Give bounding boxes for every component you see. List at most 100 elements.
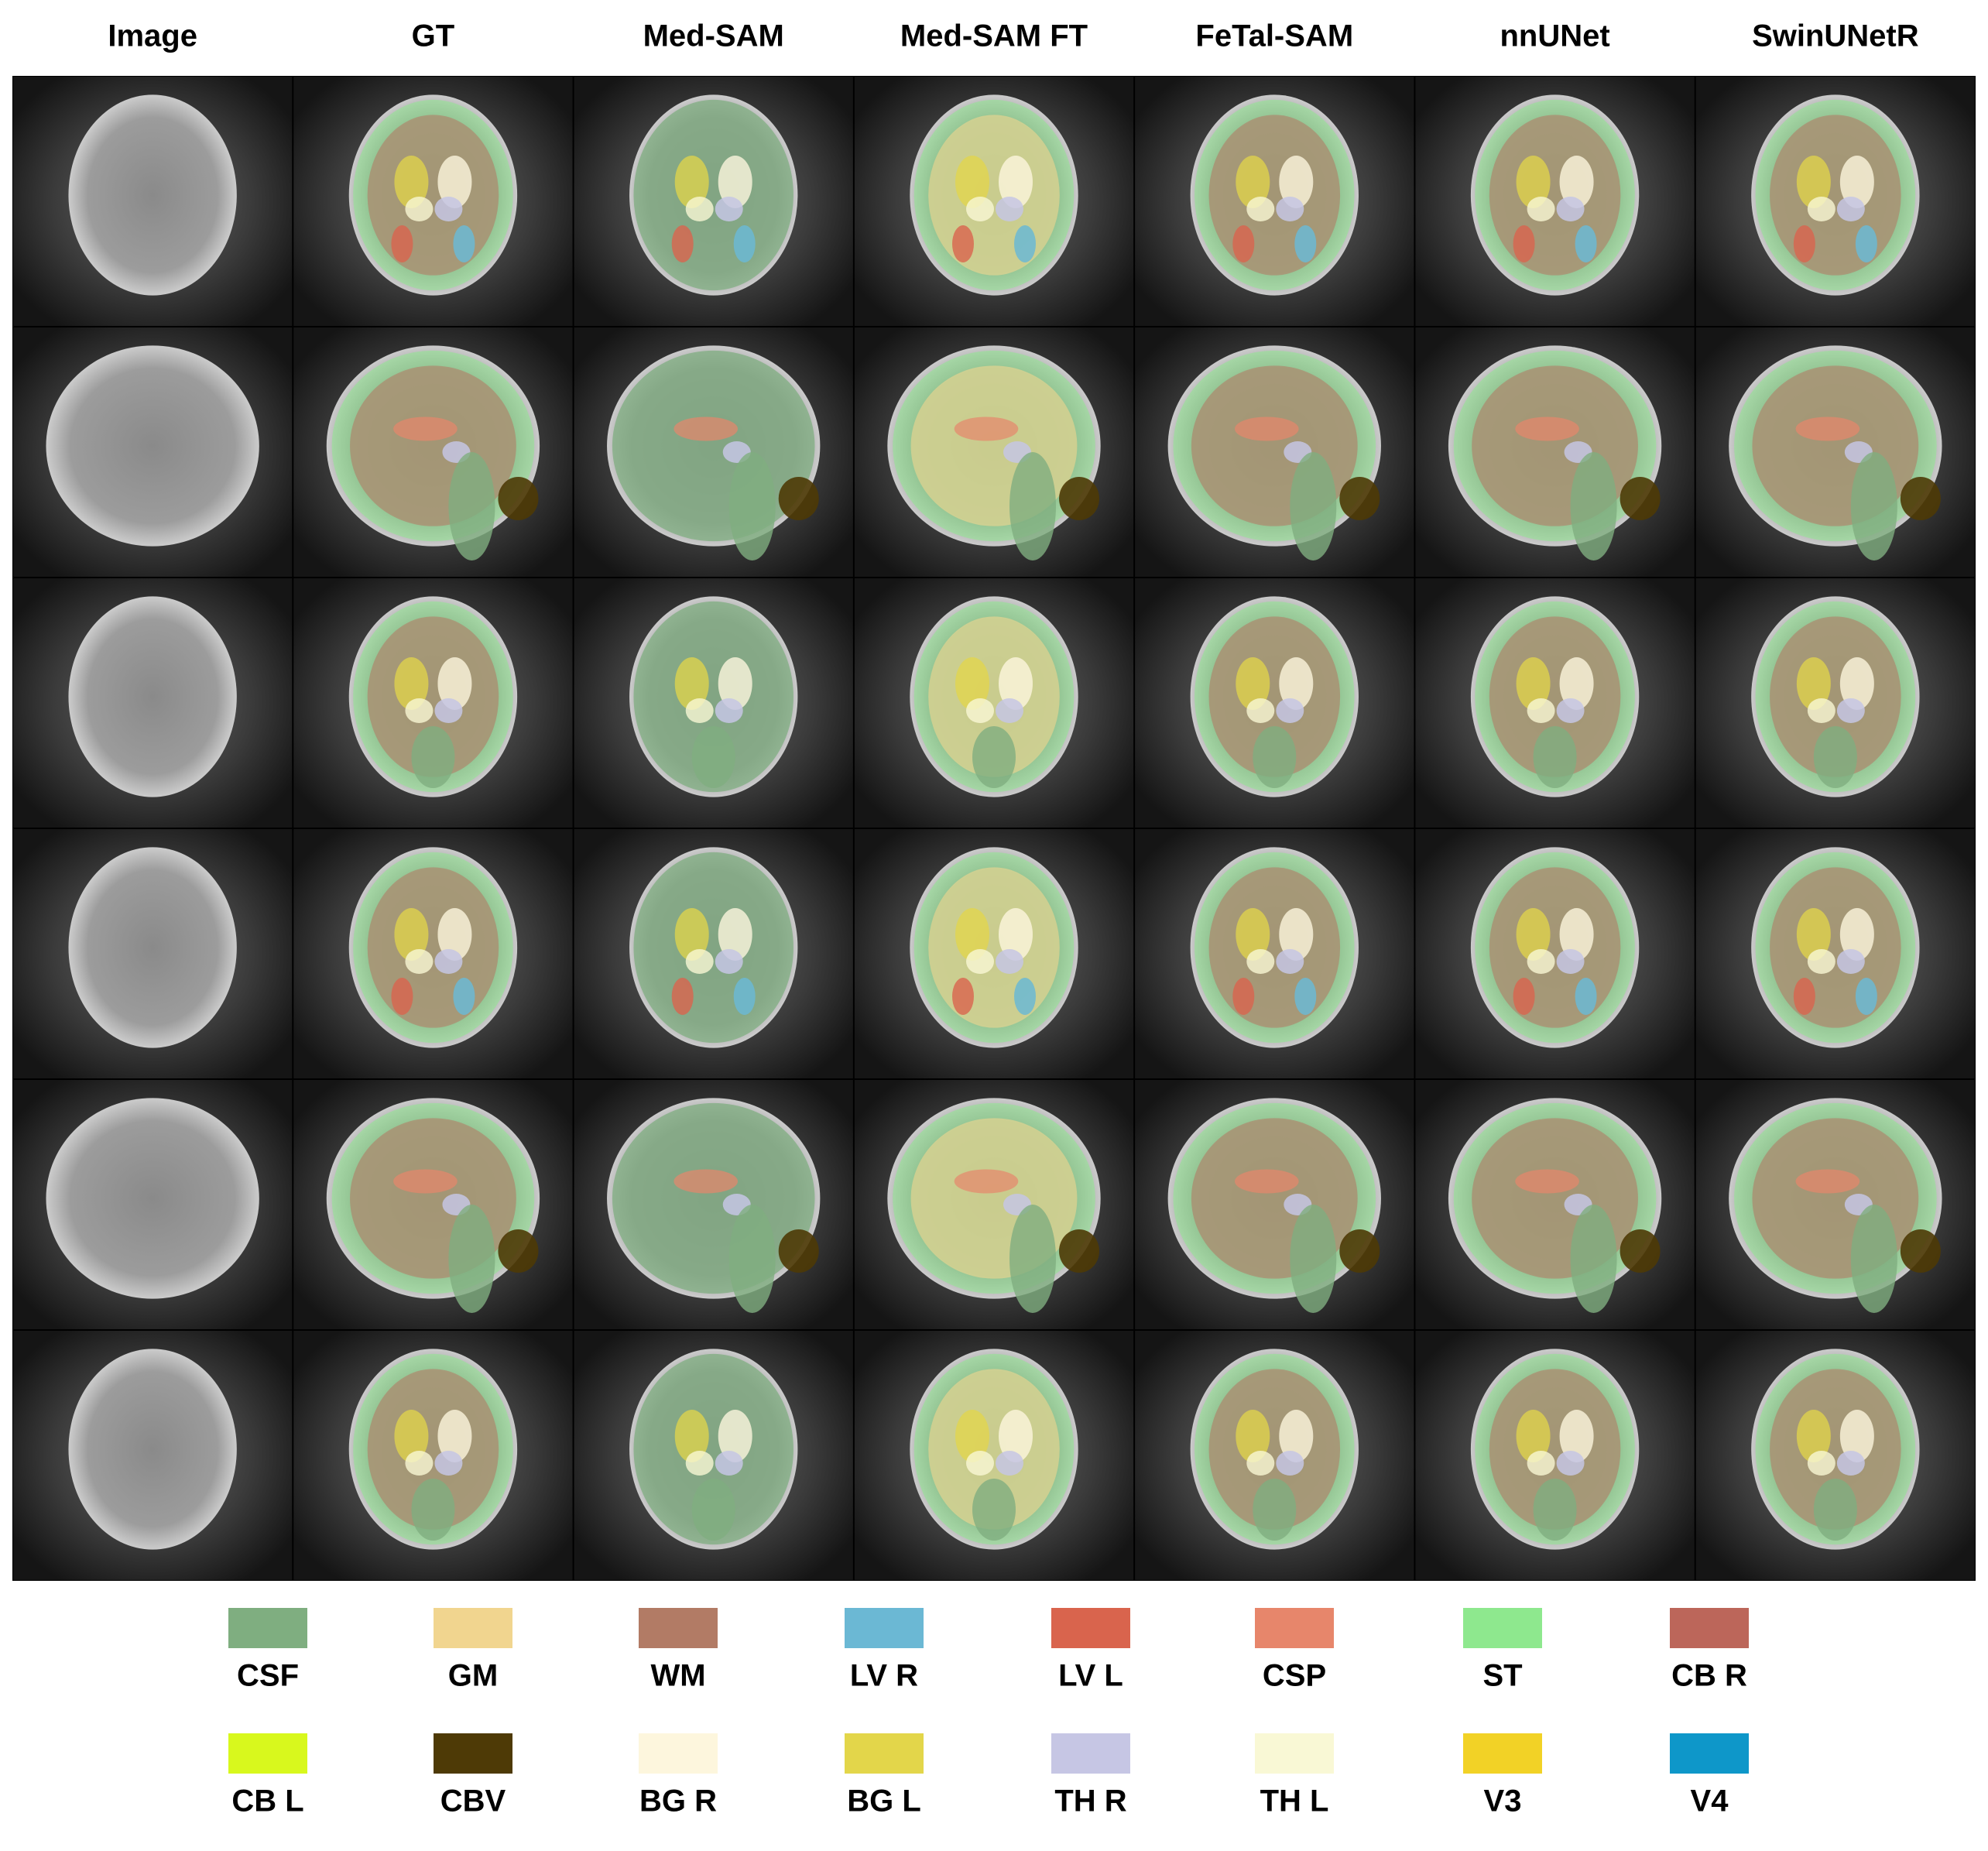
seg-th-r [1836, 197, 1865, 221]
legend-label: CB L [231, 1784, 303, 1818]
seg-st [1850, 452, 1897, 560]
seg-gm [1208, 1369, 1341, 1530]
seg-bg-r [1839, 156, 1874, 208]
seg-th-l [1246, 949, 1275, 974]
seg-th-l [1246, 197, 1275, 221]
seg-cbv [498, 1229, 539, 1273]
seg-lv-l [1793, 225, 1815, 262]
seg-st [1290, 1205, 1337, 1313]
mri-slice [293, 327, 573, 577]
column-header: FeTal-SAM [1195, 19, 1353, 53]
seg-st [1813, 1479, 1857, 1541]
seg-bg-r [999, 908, 1033, 961]
seg-bg-r [1559, 1410, 1594, 1462]
seg-lv-r [1855, 978, 1877, 1015]
seg-gm [1208, 867, 1341, 1028]
seg-th-l [405, 698, 434, 723]
mri-slice [13, 327, 293, 577]
legend-label: V4 [1691, 1784, 1729, 1818]
legend-swatch [1463, 1733, 1542, 1774]
seg-csp [1234, 1169, 1299, 1194]
seg-bg-l [1516, 908, 1551, 961]
mri-slice [854, 1080, 1134, 1329]
column-header: Med-SAM [643, 19, 784, 53]
seg-lv-l [391, 225, 413, 262]
seg-st [972, 1479, 1016, 1541]
brain [68, 596, 237, 797]
seg-st [691, 1479, 735, 1541]
mri-slice [1415, 77, 1695, 326]
mri-slice [854, 1331, 1134, 1580]
legend-swatch [1463, 1608, 1542, 1648]
seg-th-l [1807, 698, 1835, 723]
seg-th-l [1527, 1451, 1555, 1476]
column-header: GT [412, 19, 455, 53]
seg-csp [393, 1169, 458, 1194]
seg-th-l [1527, 949, 1555, 974]
seg-bg-l [674, 908, 709, 961]
legend-label: CSF [237, 1659, 299, 1693]
legend-swatch [228, 1608, 307, 1648]
legend-swatch [228, 1733, 307, 1774]
mri-slice [1695, 578, 1975, 828]
seg-csf [633, 601, 793, 793]
seg-th-r [434, 197, 463, 221]
seg-gm [1489, 1369, 1621, 1530]
seg-bg-r [1559, 156, 1594, 208]
seg-th-r [715, 1451, 743, 1476]
seg-lv-l [671, 978, 694, 1015]
seg-gm [367, 867, 499, 1028]
seg-bg-l [1796, 657, 1831, 710]
seg-bg-r [1559, 657, 1594, 710]
seg-csp [1795, 1169, 1860, 1194]
seg-cbv [1620, 1229, 1661, 1273]
seg-cbv [1620, 477, 1661, 520]
seg-st [728, 1205, 776, 1313]
legend-label: LV R [850, 1659, 918, 1693]
seg-lv-r [1294, 225, 1317, 262]
seg-th-r [996, 197, 1023, 221]
seg-bg-r [1279, 1410, 1314, 1462]
seg-csp [1515, 1169, 1579, 1194]
seg-bg-r [437, 657, 472, 710]
seg-bg-r [1279, 156, 1314, 208]
seg-th-l [405, 1451, 434, 1476]
seg-gm [367, 616, 499, 777]
seg-cbv [1059, 1229, 1099, 1273]
mri-slice [1695, 1331, 1975, 1580]
mri-slice [293, 1080, 573, 1329]
seg-th-l [1527, 197, 1555, 221]
mri-slice [13, 1080, 293, 1329]
seg-bg-r [999, 1410, 1033, 1462]
seg-lv-r [1575, 978, 1597, 1015]
seg-st [1009, 1205, 1056, 1313]
brain [68, 1349, 237, 1550]
brain [68, 847, 237, 1048]
column-header: Med-SAM FT [900, 19, 1088, 53]
legend-swatch [845, 1733, 924, 1774]
seg-lv-l [1232, 978, 1255, 1015]
seg-th-l [1807, 949, 1835, 974]
legend-swatch [1670, 1733, 1749, 1774]
seg-csp [954, 416, 1019, 441]
legend-label: TH R [1054, 1784, 1126, 1818]
seg-bg-r [1279, 908, 1314, 961]
seg-csp [954, 1169, 1019, 1194]
mri-slice [574, 327, 853, 577]
mri-slice [293, 578, 573, 828]
seg-bg-l [955, 1410, 989, 1462]
seg-th-l [1807, 1451, 1835, 1476]
seg-gm [367, 115, 499, 276]
seg-csp [1234, 416, 1299, 441]
seg-lv-r [733, 978, 756, 1015]
seg-bg-r [1839, 1410, 1874, 1462]
seg-st [411, 1479, 455, 1541]
seg-th-r [1276, 1451, 1304, 1476]
seg-csp [674, 416, 739, 441]
seg-th-r [1836, 698, 1865, 723]
seg-gm [1770, 867, 1901, 1028]
mri-slice [574, 77, 853, 326]
legend-label: CB R [1671, 1659, 1747, 1693]
seg-lv-l [952, 225, 974, 262]
mri-slice [854, 327, 1134, 577]
